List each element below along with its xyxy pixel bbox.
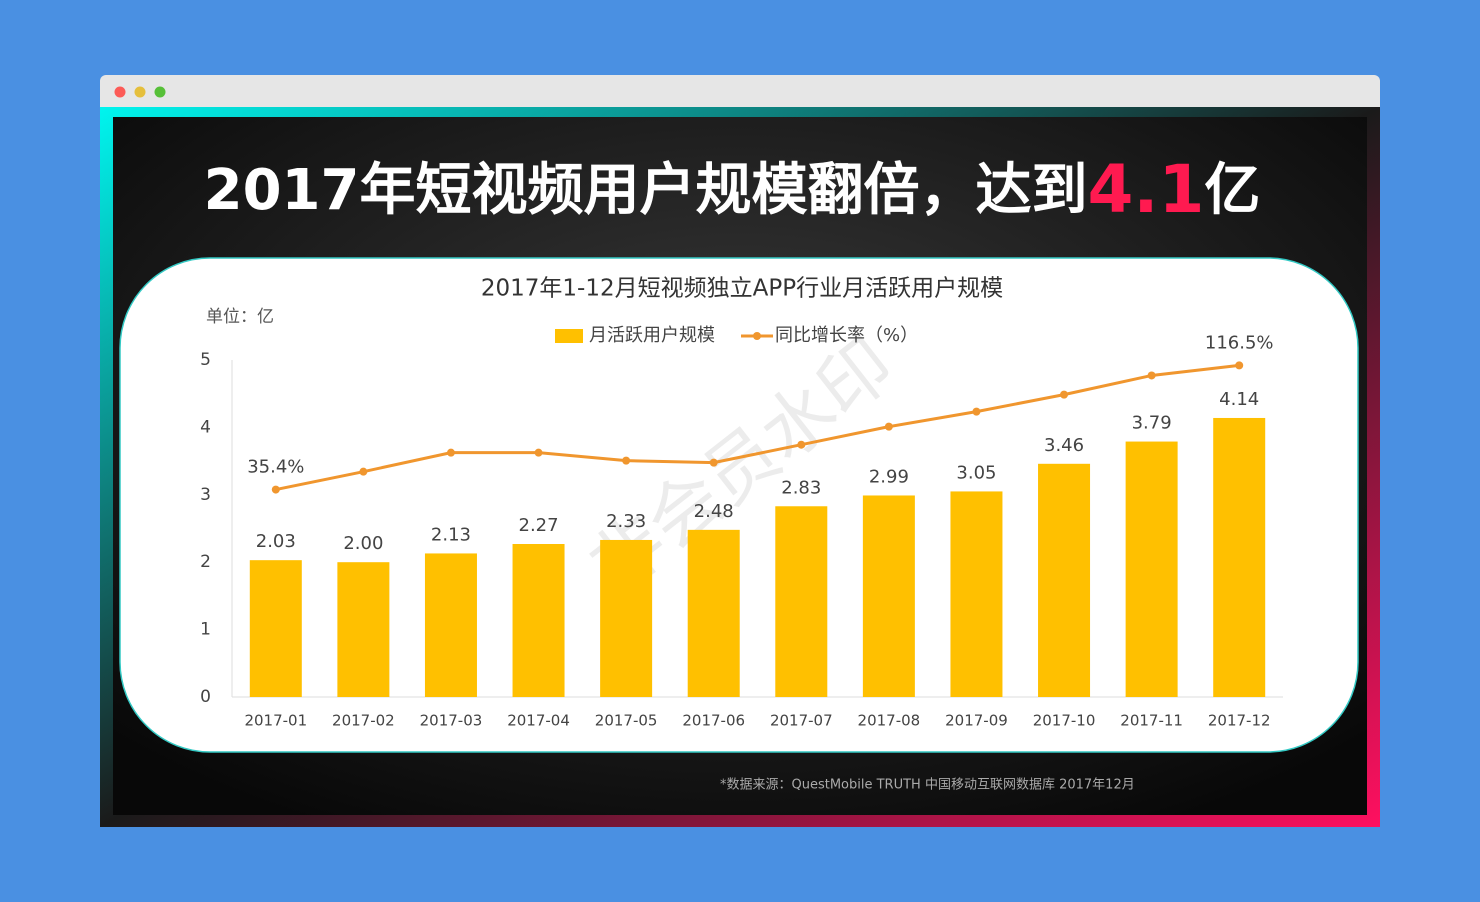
bar-value-label: 2.99 bbox=[869, 466, 909, 487]
line-point bbox=[359, 467, 368, 476]
headline-text: 亿 bbox=[1204, 158, 1260, 223]
y-tick-label: 0 bbox=[200, 687, 211, 707]
close-button[interactable] bbox=[114, 86, 126, 98]
minimize-button[interactable] bbox=[134, 86, 146, 98]
bar bbox=[775, 506, 828, 697]
line-point bbox=[622, 456, 631, 465]
bar-value-label: 2.27 bbox=[519, 515, 559, 536]
headline: 2017年短视频用户规模翻倍，达到4.1亿 bbox=[204, 151, 1261, 228]
source-note: *数据来源：QuestMobile TRUTH 中国移动互联网数据库 2017年… bbox=[720, 777, 1135, 793]
unit-label: 单位：亿 bbox=[206, 307, 274, 327]
bar-value-label: 2.48 bbox=[694, 501, 734, 522]
line-point bbox=[972, 407, 981, 416]
x-tick-label: 2017-07 bbox=[770, 712, 833, 730]
line-point bbox=[1060, 390, 1069, 399]
chart-title: 2017年1-12月短视频独立APP行业月活跃用户规模 bbox=[481, 276, 1003, 302]
x-tick-label: 2017-09 bbox=[945, 712, 1008, 730]
bar bbox=[687, 529, 740, 697]
bar bbox=[512, 544, 565, 697]
bar-value-label: 4.14 bbox=[1219, 389, 1259, 410]
bar bbox=[337, 562, 390, 697]
maximize-button[interactable] bbox=[154, 86, 166, 98]
line-point bbox=[271, 485, 280, 494]
line-value-label: 116.5% bbox=[1205, 332, 1274, 353]
bar bbox=[1038, 463, 1091, 697]
y-tick-label: 1 bbox=[200, 620, 211, 640]
bar-value-label: 2.13 bbox=[431, 524, 471, 545]
x-tick-label: 2017-02 bbox=[332, 712, 395, 730]
line-point bbox=[534, 448, 543, 457]
y-tick-label: 3 bbox=[200, 485, 211, 505]
y-tick-label: 5 bbox=[200, 350, 211, 370]
legend-label: 同比增长率（%） bbox=[775, 325, 918, 346]
bar bbox=[1213, 417, 1266, 697]
bar-value-label: 2.03 bbox=[256, 531, 296, 552]
bar bbox=[600, 539, 653, 697]
legend-swatch bbox=[753, 332, 761, 340]
bar bbox=[1125, 441, 1178, 697]
bar-value-label: 3.05 bbox=[956, 462, 996, 483]
x-tick-label: 2017-03 bbox=[420, 712, 483, 730]
x-tick-label: 2017-06 bbox=[682, 712, 745, 730]
x-tick-label: 2017-11 bbox=[1120, 712, 1183, 730]
legend-swatch bbox=[555, 329, 583, 343]
bar-value-label: 2.83 bbox=[781, 477, 821, 498]
line-point bbox=[709, 458, 718, 467]
bar-value-label: 3.46 bbox=[1044, 435, 1084, 456]
x-tick-label: 2017-08 bbox=[858, 712, 921, 730]
bar-value-label: 2.33 bbox=[606, 511, 646, 532]
bar bbox=[249, 560, 302, 697]
y-tick-label: 4 bbox=[200, 417, 211, 437]
legend-label: 月活跃用户规模 bbox=[589, 325, 715, 346]
line-point bbox=[1147, 371, 1156, 380]
headline-highlight: 4.1 bbox=[1087, 151, 1204, 228]
line-point bbox=[797, 440, 806, 449]
x-tick-label: 2017-05 bbox=[595, 712, 658, 730]
x-tick-label: 2017-10 bbox=[1033, 712, 1096, 730]
x-tick-label: 2017-12 bbox=[1208, 712, 1271, 730]
bar bbox=[424, 553, 477, 697]
line-value-label: 35.4% bbox=[247, 457, 304, 478]
headline-text: 2017年短视频用户规模翻倍，达到 bbox=[204, 158, 1088, 223]
line-point bbox=[884, 422, 893, 431]
line bbox=[275, 363, 1240, 492]
y-tick-label: 2 bbox=[200, 552, 211, 572]
bar-value-label: 2.00 bbox=[343, 533, 383, 554]
bar bbox=[862, 495, 915, 697]
line-point bbox=[446, 448, 455, 457]
x-tick-label: 2017-01 bbox=[244, 712, 307, 730]
line-point bbox=[1235, 361, 1244, 370]
bar-value-label: 3.79 bbox=[1132, 413, 1172, 434]
x-tick-label: 2017-04 bbox=[507, 712, 570, 730]
bar bbox=[950, 491, 1003, 697]
